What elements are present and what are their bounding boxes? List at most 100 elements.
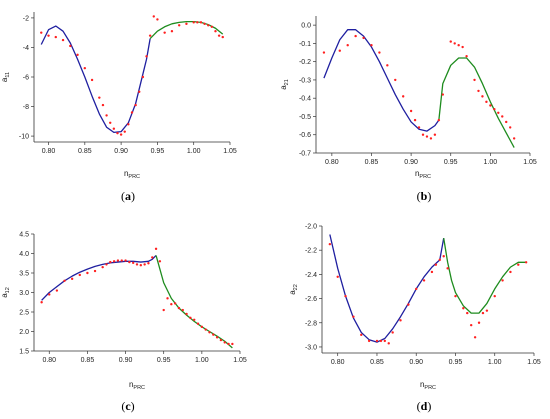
- data-point: [47, 34, 50, 37]
- y-tick-label: -2.2: [305, 248, 317, 255]
- data-point: [346, 44, 349, 47]
- data-point: [509, 270, 512, 274]
- data-point: [93, 269, 97, 273]
- x-tick-label: 0.90: [114, 148, 128, 155]
- data-point: [105, 114, 108, 117]
- y-tick-label: 2.0: [19, 329, 29, 336]
- panel-d: 0.80 0.85 0.90 0.95 1.00 1.05 -3.0 -2.8 -2.6 -2.4…: [288, 224, 541, 414]
- data-point: [449, 40, 452, 43]
- y-tick-label: -2.0: [305, 224, 317, 231]
- y-tick-label: -3.0: [305, 344, 317, 351]
- caption-letter: c: [125, 399, 131, 413]
- data-point: [461, 45, 464, 49]
- data-point: [185, 22, 188, 26]
- x-tick-label: 0.80: [331, 359, 345, 366]
- caption-close: ): [131, 189, 135, 203]
- data-point: [437, 118, 441, 122]
- data-point: [210, 25, 214, 28]
- y-tick-label: -0.6: [299, 132, 311, 139]
- x-axis-label-main: n: [124, 169, 128, 178]
- panel-caption: (d): [417, 399, 432, 413]
- data-point: [417, 126, 421, 129]
- data-point: [151, 256, 154, 259]
- x-tick-label: 0.95: [151, 148, 165, 155]
- y-tick-label: -2.6: [305, 296, 317, 303]
- caption-close: ): [131, 399, 135, 413]
- data-point: [473, 78, 476, 82]
- data-point: [465, 54, 468, 58]
- data-point: [124, 259, 127, 262]
- caption-open: (: [121, 399, 125, 413]
- data-point: [383, 339, 387, 343]
- y-tick-label: 3.5: [19, 271, 29, 278]
- data-point: [360, 333, 363, 337]
- data-point: [156, 18, 159, 21]
- green-fit-line: [443, 237, 527, 314]
- x-tick-label: 0.80: [42, 357, 56, 364]
- data-point: [362, 36, 365, 40]
- panel-b: 0.80 0.85 0.90 0.95 1.00 1.05 -0.7 -0.6 -0.5 -0.4…: [279, 16, 537, 203]
- data-point: [477, 321, 481, 324]
- y-axis-label-main: a: [279, 85, 288, 90]
- caption-letter: a: [125, 189, 131, 203]
- data-point: [158, 260, 162, 263]
- x-tick-label: 0.85: [365, 159, 379, 166]
- x-axis-label-sub: PRC: [419, 174, 431, 180]
- data-point: [112, 127, 116, 130]
- data-point: [466, 311, 469, 315]
- y-axis-label: a22: [288, 284, 299, 295]
- panel-a: 0.80 0.85 0.90 0.95 1.00 1.05 -10 -8 -6 -4 -2 nPRC a…: [0, 12, 237, 203]
- data-point: [430, 270, 434, 274]
- data-point: [141, 75, 145, 79]
- data-point: [477, 89, 480, 93]
- y-tick-label: -0.2: [299, 59, 311, 66]
- x-tick-label: 1.05: [233, 357, 247, 364]
- panel-c: 0.80 0.85 0.90 0.95 1.00 1.05 1.5 2.0 2.5 3.0 3.5 4…: [0, 232, 247, 414]
- y-tick-label: -2.4: [305, 272, 317, 279]
- data-point: [415, 287, 418, 291]
- caption-letter: b: [421, 189, 428, 203]
- data-point: [370, 44, 373, 47]
- data-point: [98, 96, 101, 99]
- data-point: [177, 24, 181, 27]
- data-point: [219, 338, 223, 342]
- data-point: [214, 30, 217, 33]
- data-point: [196, 21, 199, 24]
- x-axis-label: nPRC: [415, 169, 431, 180]
- data-point: [101, 265, 104, 269]
- green-fit-line: [438, 57, 515, 148]
- x-tick-label: 1.05: [223, 148, 237, 155]
- data-point: [170, 30, 174, 33]
- y-tick-label: -8: [23, 104, 29, 111]
- x-tick-label: 0.95: [449, 359, 463, 366]
- data-point: [421, 133, 425, 136]
- data-point: [391, 331, 394, 334]
- y-axis-label-sub: 11: [5, 72, 11, 78]
- data-point: [152, 15, 155, 18]
- data-point: [90, 78, 94, 82]
- data-point: [344, 294, 347, 298]
- data-point: [48, 293, 51, 296]
- data-point: [413, 118, 417, 122]
- y-tick-label: -0.4: [299, 96, 311, 103]
- data-point: [138, 90, 141, 93]
- y-tick-label: 4.5: [19, 232, 29, 239]
- data-point: [328, 242, 332, 246]
- data-point: [116, 131, 119, 135]
- x-axis-label-sub: PRC: [128, 174, 140, 180]
- data-point: [154, 247, 158, 251]
- data-point: [162, 308, 165, 312]
- y-tick-label: 4.0: [19, 251, 29, 258]
- blue-fit-line: [323, 29, 440, 132]
- data-point: [109, 121, 112, 125]
- panel-caption: (b): [417, 189, 432, 203]
- x-axis-label: nPRC: [124, 169, 140, 180]
- data-point: [489, 104, 492, 107]
- caption-close: ): [427, 399, 431, 413]
- data-point: [481, 311, 485, 315]
- x-tick-label: 1.00: [187, 148, 201, 155]
- green-fit-line: [149, 20, 224, 40]
- y-tick-label: 2.5: [19, 310, 29, 317]
- data-point: [208, 331, 211, 334]
